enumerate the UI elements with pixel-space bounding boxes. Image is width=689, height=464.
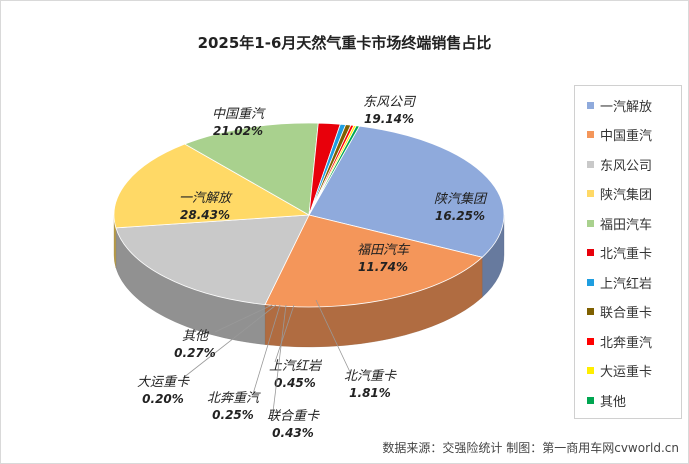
slice-value-label-0: 28.43% <box>180 208 230 222</box>
leader-line-9 <box>182 304 277 379</box>
legend-item-5: 北汽重卡 <box>587 244 652 262</box>
legend-swatch-10 <box>587 396 594 404</box>
slice-value-label-4: 11.74% <box>358 260 408 274</box>
slice-value-label-10: 0.27% <box>174 346 216 360</box>
slice-name-label-0: 一汽解放 <box>179 191 233 206</box>
legend-label-4: 福田汽车 <box>600 217 653 233</box>
legend-label-8: 北奔重汽 <box>600 335 653 351</box>
pie-slice-0 <box>308 125 505 258</box>
pie-slice-4 <box>183 122 319 216</box>
slice-name-label-9: 大运重卡 <box>137 375 190 390</box>
legend-item-2: 东风公司 <box>587 155 653 174</box>
slice-value-label-1: 21.02% <box>213 124 263 138</box>
slice-value-label-2: 19.14% <box>364 112 414 126</box>
legend-label-2: 东风公司 <box>600 158 653 174</box>
legend-item-9: 大运重卡 <box>587 362 652 380</box>
leader-line-6 <box>274 304 295 363</box>
source-note: 数据来源：交强险统计 制图：第一商用车网cvworld.cn <box>382 441 679 455</box>
slice-name-label-8: 北奔重汽 <box>207 391 261 406</box>
pie-slice-3 <box>113 143 311 229</box>
slice-name-label-2: 东风公司 <box>363 95 417 110</box>
legend-swatch-7 <box>587 308 594 315</box>
legend-swatch-1 <box>587 131 594 138</box>
legend-label-0: 一汽解放 <box>600 99 653 115</box>
leader-line-5 <box>315 299 351 373</box>
slice-value-label-9: 0.20% <box>142 392 184 406</box>
leader-line-8 <box>252 304 281 395</box>
legend-item-4: 福田汽车 <box>587 214 653 233</box>
slice-name-label-4: 福田汽车 <box>357 243 411 258</box>
slice-name-label-1: 中国重汽 <box>212 107 266 122</box>
legend-label-1: 中国重汽 <box>600 129 653 144</box>
legend-swatch-8 <box>587 337 594 345</box>
legend-item-1: 中国重汽 <box>587 126 652 144</box>
legend-item-8: 北奔重汽 <box>587 332 653 351</box>
legend-label-3: 陕汽集团 <box>600 188 653 203</box>
slice-name-label-3: 陕汽集团 <box>434 192 488 207</box>
legend-item-7: 联合重卡 <box>587 303 652 321</box>
legend-swatch-6 <box>587 278 594 286</box>
legend-swatch-2 <box>587 160 594 168</box>
slice-value-label-5: 1.81% <box>349 386 391 400</box>
legend-label-10: 其他 <box>600 394 627 410</box>
legend-item-6: 上汽红岩 <box>587 273 653 292</box>
pie-slice-2 <box>115 214 310 306</box>
slice-name-label-5: 北汽重卡 <box>344 369 397 384</box>
legend-item-10: 其他 <box>587 391 627 410</box>
slice-value-label-6: 0.45% <box>274 376 316 390</box>
leader-line-7 <box>272 304 287 413</box>
legend-swatch-4 <box>587 219 594 227</box>
slice-value-label-8: 0.25% <box>212 408 254 422</box>
legend-label-6: 上汽红岩 <box>600 276 653 292</box>
legend-label-9: 大运重卡 <box>600 365 653 380</box>
legend-swatch-3 <box>587 190 594 197</box>
pie-labels: 一汽解放 28.43% 中国重汽 21.02% 东风公司 19.14% 陕汽集团 16.25%… <box>137 95 488 440</box>
legend-label-7: 联合重卡 <box>600 306 653 321</box>
legend-swatch-5 <box>587 249 594 256</box>
legend-item-3: 陕汽集团 <box>587 185 652 203</box>
pie-slice-10 <box>308 125 361 216</box>
legend: 一汽解放中国重汽东风公司陕汽集团福田汽车北汽重卡上汽红岩联合重卡北奔重汽大运重卡… <box>574 85 682 419</box>
legend-swatch-0 <box>587 101 594 109</box>
legend-item-0: 一汽解放 <box>587 96 653 115</box>
chart-title: 2025年1-6月天然气重卡市场终端销售占比 <box>197 34 492 52</box>
legend-label-5: 北汽重卡 <box>600 247 653 262</box>
slice-name-label-10: 其他 <box>182 329 210 344</box>
leader-line-10 <box>214 304 273 333</box>
slice-value-label-3: 16.25% <box>435 209 485 223</box>
pie-top <box>113 122 505 308</box>
slice-value-label-7: 0.43% <box>272 426 314 440</box>
legend-swatch-9 <box>587 367 594 374</box>
pie-slice-1 <box>264 214 484 308</box>
slice-name-label-6: 上汽红岩 <box>269 359 323 374</box>
slice-name-label-7: 联合重卡 <box>267 409 320 424</box>
